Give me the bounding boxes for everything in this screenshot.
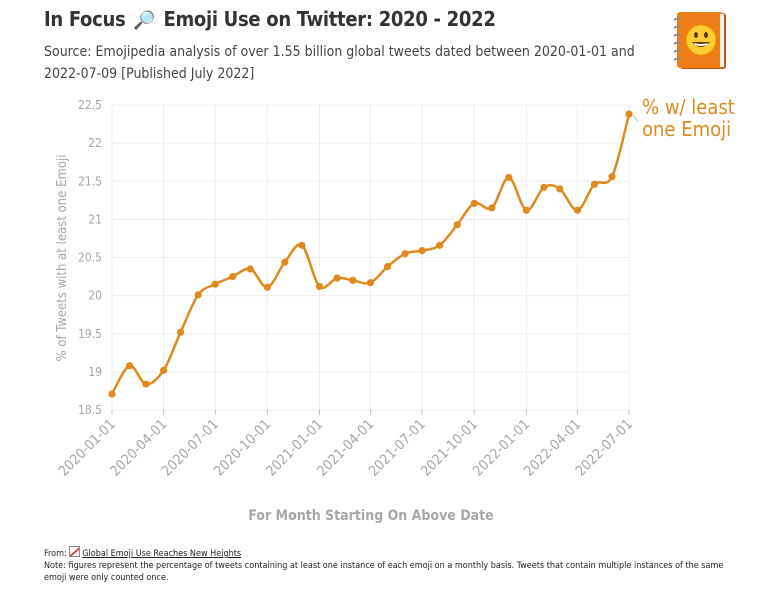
- y-axis-label: % of Tweets with at least one Emoji: [55, 154, 70, 361]
- data-point: [281, 258, 289, 266]
- data-point: [315, 282, 324, 291]
- broken-image-icon: [69, 546, 81, 557]
- chart-title: In Focus 🔎 Emoji Use on Twitter: 2020 - …: [44, 7, 496, 31]
- y-tick-label: 20.5: [78, 251, 102, 265]
- title-prefix: In Focus: [44, 7, 126, 31]
- y-tick-label: 18.5: [78, 403, 102, 417]
- chart-footer: From: Global Emoji Use Reaches New Heigh…: [44, 546, 744, 584]
- data-point: [383, 263, 392, 271]
- from-label: From:: [44, 549, 67, 559]
- magnifying-glass-icon: 🔎: [133, 10, 156, 31]
- label-connector: [632, 114, 639, 122]
- data-point: [229, 272, 237, 281]
- x-axis-label: For Month Starting On Above Date: [248, 508, 493, 524]
- data-point: [488, 204, 496, 212]
- data-point: [590, 180, 599, 188]
- data-point: [540, 183, 548, 191]
- grid-lines: [111, 104, 630, 411]
- y-tick-label: 19.5: [78, 327, 102, 341]
- data-point: [556, 185, 564, 193]
- title-main: Emoji Use on Twitter: 2020 - 2022: [163, 7, 496, 31]
- data-point: [142, 380, 150, 388]
- data-point: [625, 110, 633, 118]
- data-point: [246, 265, 254, 273]
- data-point: [573, 206, 582, 214]
- series-group: [108, 110, 639, 398]
- data-point: [401, 250, 409, 258]
- x-axis-ticks: 2020-01-012020-04-012020-07-012020-10-01…: [56, 410, 636, 480]
- data-point: [108, 390, 116, 398]
- data-point: [436, 241, 444, 249]
- data-point: [263, 283, 271, 291]
- emojipedia-book-icon: [673, 12, 726, 69]
- data-point: [194, 291, 202, 299]
- y-tick-label: 21: [88, 212, 102, 226]
- chart-subtitle: Source: Emojipedia analysis of over 1.55…: [44, 44, 635, 82]
- data-point: [608, 173, 616, 181]
- data-point: [453, 221, 461, 229]
- y-tick-label: 21.5: [78, 174, 102, 188]
- data-point: [125, 362, 134, 370]
- data-point: [176, 328, 185, 336]
- data-point: [211, 280, 219, 288]
- y-tick-label: 22: [88, 136, 102, 150]
- footer-note: Note: figures represent the percentage o…: [44, 561, 724, 583]
- series-label: % w/ least one Emoji: [642, 95, 735, 141]
- y-axis-ticks: 18.5 19 19.5 20 20.5 21 21.5 22 22.5: [78, 98, 102, 417]
- data-point: [333, 274, 341, 282]
- y-tick-label: 19: [88, 365, 102, 379]
- data-point: [298, 241, 306, 249]
- data-point: [159, 366, 168, 374]
- data-point: [366, 279, 375, 287]
- source-link[interactable]: Global Emoji Use Reaches New Heights: [82, 549, 242, 559]
- y-tick-label: 22.5: [78, 98, 102, 112]
- data-point: [522, 206, 530, 214]
- y-tick-label: 20: [88, 289, 102, 303]
- data-point: [418, 247, 426, 255]
- data-point: [470, 199, 478, 207]
- data-point: [505, 173, 513, 182]
- data-point: [349, 276, 357, 284]
